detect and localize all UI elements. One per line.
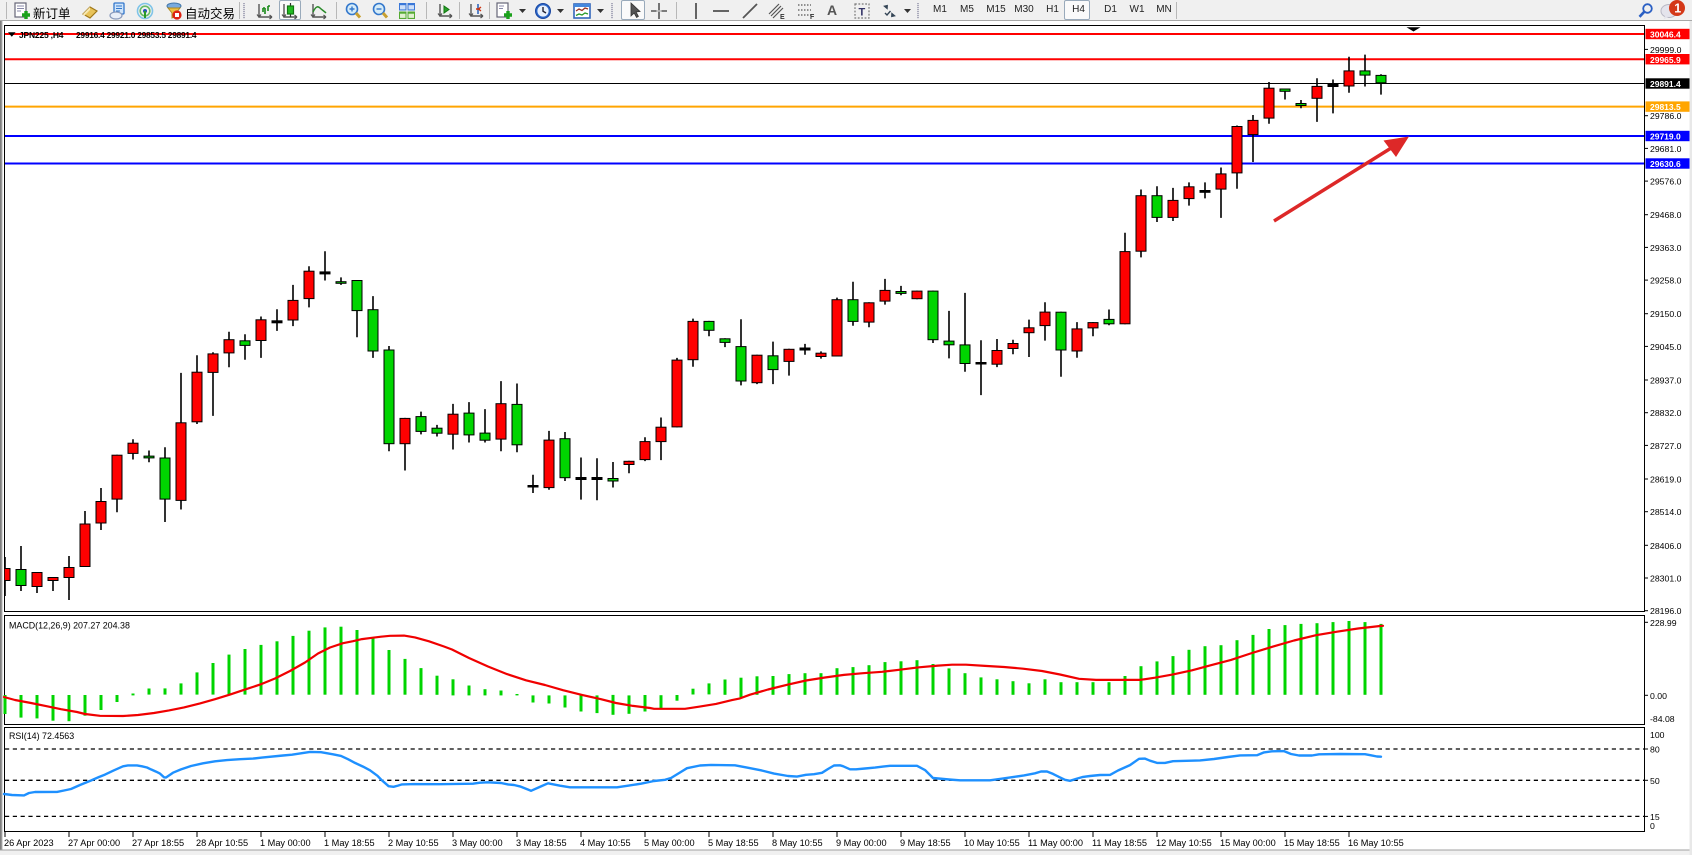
svg-text:RSI(14) 72.4563: RSI(14) 72.4563 (9, 731, 74, 741)
svg-text:29916.4 29921.0 29853.5 29891.: 29916.4 29921.0 29853.5 29891.4 (76, 30, 197, 40)
svg-text:29150.0: 29150.0 (1650, 309, 1682, 319)
svg-text:15: 15 (1650, 812, 1660, 822)
svg-text:28196.0: 28196.0 (1650, 606, 1682, 616)
svg-text:3 May 00:00: 3 May 00:00 (452, 838, 503, 848)
svg-text:28514.0: 28514.0 (1650, 507, 1682, 517)
svg-text:12 May 10:55: 12 May 10:55 (1156, 838, 1212, 848)
svg-text:29891.4: 29891.4 (1650, 79, 1681, 89)
svg-text:29999.0: 29999.0 (1650, 45, 1682, 55)
svg-text:JPN225 ,H4: JPN225 ,H4 (19, 30, 64, 40)
svg-text:MACD(12,26,9) 207.27 204.38: MACD(12,26,9) 207.27 204.38 (9, 621, 130, 631)
svg-text:29719.0: 29719.0 (1650, 132, 1681, 142)
svg-text:5 May 18:55: 5 May 18:55 (708, 838, 759, 848)
svg-text:28301.0: 28301.0 (1650, 574, 1682, 584)
svg-text:5 May 00:00: 5 May 00:00 (644, 838, 695, 848)
svg-text:28406.0: 28406.0 (1650, 541, 1682, 551)
svg-text:29681.0: 29681.0 (1650, 144, 1682, 154)
svg-text:F: F (810, 14, 815, 20)
svg-text:28832.0: 28832.0 (1650, 408, 1682, 418)
svg-text:29965.9: 29965.9 (1650, 55, 1681, 65)
svg-text:29045.0: 29045.0 (1650, 342, 1682, 352)
svg-text:28937.0: 28937.0 (1650, 376, 1682, 386)
svg-text:100: 100 (1650, 730, 1665, 740)
svg-text:2 May 10:55: 2 May 10:55 (388, 838, 439, 848)
svg-text:29258.0: 29258.0 (1650, 276, 1682, 286)
svg-text:T: T (859, 7, 866, 19)
svg-text:29813.5: 29813.5 (1650, 102, 1681, 112)
svg-text:15 May 18:55: 15 May 18:55 (1284, 838, 1340, 848)
svg-text:9 May 00:00: 9 May 00:00 (836, 838, 887, 848)
svg-text:28 Apr 10:55: 28 Apr 10:55 (196, 838, 248, 848)
svg-text:1 May 18:55: 1 May 18:55 (324, 838, 375, 848)
svg-text:30046.4: 30046.4 (1650, 30, 1681, 40)
svg-text:4 May 10:55: 4 May 10:55 (580, 838, 631, 848)
svg-text:28727.0: 28727.0 (1650, 441, 1682, 451)
svg-text:29630.6: 29630.6 (1650, 159, 1681, 169)
svg-text:9 May 18:55: 9 May 18:55 (900, 838, 951, 848)
svg-text:15 May 00:00: 15 May 00:00 (1220, 838, 1276, 848)
svg-text:11 May 18:55: 11 May 18:55 (1092, 838, 1147, 848)
svg-text:E: E (780, 14, 785, 20)
svg-text:10 May 10:55: 10 May 10:55 (964, 838, 1020, 848)
svg-text:28619.0: 28619.0 (1650, 475, 1682, 485)
svg-text:50: 50 (1650, 776, 1660, 786)
svg-text:3 May 18:55: 3 May 18:55 (516, 838, 567, 848)
svg-text:27 Apr 18:55: 27 Apr 18:55 (132, 838, 184, 848)
svg-text:0: 0 (1650, 821, 1655, 831)
svg-text:29468.0: 29468.0 (1650, 210, 1682, 220)
svg-text:27 Apr 00:00: 27 Apr 00:00 (68, 838, 120, 848)
svg-text:29576.0: 29576.0 (1650, 177, 1682, 187)
svg-text:29786.0: 29786.0 (1650, 111, 1682, 121)
svg-text:29363.0: 29363.0 (1650, 243, 1682, 253)
svg-text:8 May 10:55: 8 May 10:55 (772, 838, 823, 848)
svg-text:228.99: 228.99 (1650, 618, 1677, 628)
svg-text:1 May 00:00: 1 May 00:00 (260, 838, 311, 848)
svg-text:11 May 00:00: 11 May 00:00 (1028, 838, 1083, 848)
svg-text:26 Apr 2023: 26 Apr 2023 (4, 838, 54, 848)
svg-text:16 May 10:55: 16 May 10:55 (1348, 838, 1404, 848)
svg-text:1: 1 (1674, 2, 1681, 16)
svg-text:0.00: 0.00 (1650, 691, 1667, 701)
svg-text:-84.08: -84.08 (1650, 714, 1675, 724)
svg-text:80: 80 (1650, 745, 1660, 755)
